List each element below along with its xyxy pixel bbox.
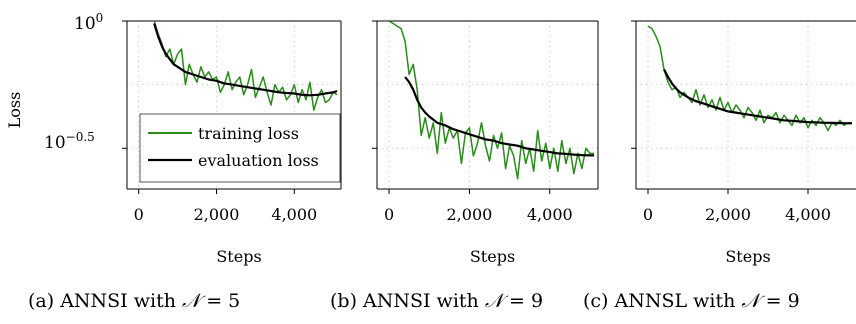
x-tick-label: 2,000 bbox=[447, 205, 493, 224]
x-tick-label: 2,000 bbox=[194, 205, 240, 224]
caption-b: (b) ANNSI with 𝒩 = 9 bbox=[330, 290, 543, 312]
y-axis-label: Loss bbox=[5, 92, 24, 129]
x-tick-label: 0 bbox=[134, 205, 144, 224]
x-axis-label: Steps bbox=[216, 247, 261, 266]
caption-c: (c) ANNSL with 𝒩 = 9 bbox=[583, 290, 800, 312]
x-axis-label: Steps bbox=[470, 247, 515, 266]
x-axis-label: Steps bbox=[725, 247, 770, 266]
x-tick-label: 2,000 bbox=[705, 205, 751, 224]
legend-evaluation-label: evaluation loss bbox=[198, 151, 319, 170]
caption-c-prefix: (c) ANNSL with bbox=[583, 290, 742, 312]
panel-b: 0 2,000 4,000 Steps bbox=[372, 20, 599, 266]
panel-a: 0 2,000 4,000 Steps bbox=[122, 20, 342, 266]
x-tick-label: 0 bbox=[384, 205, 394, 224]
y-tick-label-top: 100 bbox=[74, 11, 103, 34]
caption-a-prefix: (a) ANNSI with bbox=[28, 290, 182, 312]
caption-b-prefix: (b) ANNSI with bbox=[330, 290, 485, 312]
caption-a-math: 𝒩 bbox=[181, 290, 201, 312]
y-tick-top-exp: 0 bbox=[96, 11, 104, 25]
legend-training-label: training loss bbox=[198, 124, 299, 143]
caption-b-suffix: = 9 bbox=[503, 290, 544, 312]
legend-box bbox=[139, 113, 341, 183]
x-tick-label: 4,000 bbox=[527, 205, 573, 224]
legend: training loss evaluation loss bbox=[139, 113, 341, 183]
y-tick-bottom-base: 10 bbox=[44, 133, 66, 153]
caption-a: (a) ANNSI with 𝒩 = 5 bbox=[28, 290, 240, 312]
evaluation-loss-line bbox=[663, 68, 852, 125]
x-tick-label: 4,000 bbox=[271, 205, 317, 224]
panel-c: 0 2,000 4,000 Steps bbox=[631, 20, 856, 266]
training-loss-line bbox=[388, 21, 594, 180]
caption-b-math: 𝒩 bbox=[484, 290, 504, 312]
caption-a-suffix: = 5 bbox=[200, 290, 241, 312]
evaluation-loss-line bbox=[153, 23, 338, 97]
training-loss-line bbox=[153, 21, 338, 111]
y-tick-bottom-exp: −0.5 bbox=[66, 130, 95, 144]
y-tick-label-bottom: 10−0.5 bbox=[44, 130, 95, 153]
evaluation-loss-line bbox=[404, 76, 594, 157]
caption-c-math: 𝒩 bbox=[741, 290, 760, 312]
y-tick-top-base: 10 bbox=[74, 14, 96, 34]
x-tick-label: 0 bbox=[643, 205, 653, 224]
caption-c-suffix: = 9 bbox=[759, 290, 800, 312]
x-tick-label: 4,000 bbox=[785, 205, 831, 224]
